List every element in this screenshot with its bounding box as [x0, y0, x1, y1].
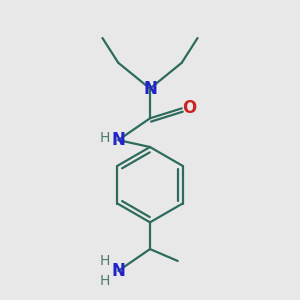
Text: N: N: [143, 80, 157, 98]
Text: N: N: [111, 131, 125, 149]
Text: O: O: [182, 99, 197, 117]
Text: H: H: [99, 131, 110, 145]
Text: N: N: [111, 262, 125, 280]
Text: H: H: [99, 254, 110, 268]
Text: H: H: [99, 274, 110, 288]
